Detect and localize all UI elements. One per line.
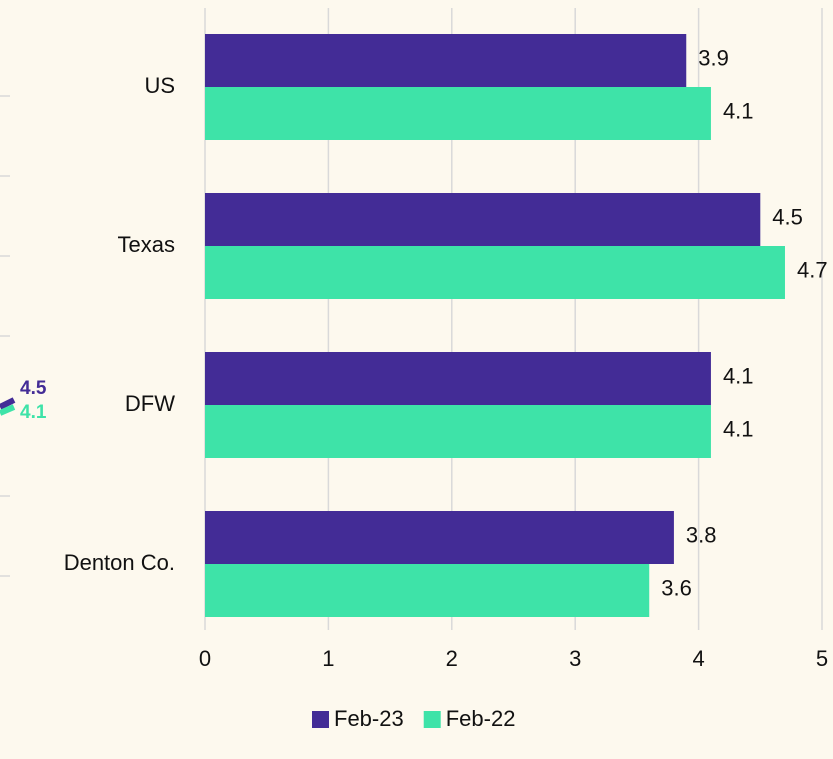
data-label: 4.5 — [772, 204, 803, 229]
x-tick-label: 0 — [199, 646, 211, 671]
bar — [205, 405, 711, 458]
y-tick-label: Texas — [118, 232, 175, 257]
data-label: 4.1 — [723, 363, 754, 388]
legend-swatch — [312, 711, 329, 728]
data-label: 4.5 — [20, 378, 47, 399]
data-label: 4.7 — [797, 257, 828, 282]
line-series — [0, 404, 16, 416]
legend-swatch — [423, 711, 441, 728]
y-tick-label: DFW — [125, 391, 175, 416]
bar — [205, 34, 687, 87]
data-label: 3.8 — [686, 522, 717, 547]
bar — [205, 511, 674, 564]
data-label: 3.6 — [661, 575, 692, 600]
x-tick-label: 5 — [816, 646, 828, 671]
data-label: 4.1 — [723, 98, 754, 123]
x-tick-label: 3 — [569, 646, 581, 671]
legend-label: Feb-23 — [334, 706, 404, 731]
line-series — [0, 397, 16, 410]
data-label: 4.1 — [723, 416, 754, 441]
data-label: 3.9 — [698, 45, 729, 70]
y-tick-label: US — [144, 73, 175, 98]
bar — [205, 352, 711, 405]
data-label: 4.1 — [20, 402, 47, 423]
bar — [205, 87, 711, 140]
y-tick-label: Denton Co. — [64, 550, 175, 575]
left-fragment-axis — [0, 95, 10, 577]
x-tick-label: 2 — [446, 646, 458, 671]
bar — [205, 564, 650, 617]
x-tick-label: 1 — [322, 646, 334, 671]
x-tick-label: 4 — [692, 646, 704, 671]
legend-label: Feb-22 — [446, 706, 516, 731]
bar — [205, 193, 761, 246]
bar — [205, 246, 785, 299]
